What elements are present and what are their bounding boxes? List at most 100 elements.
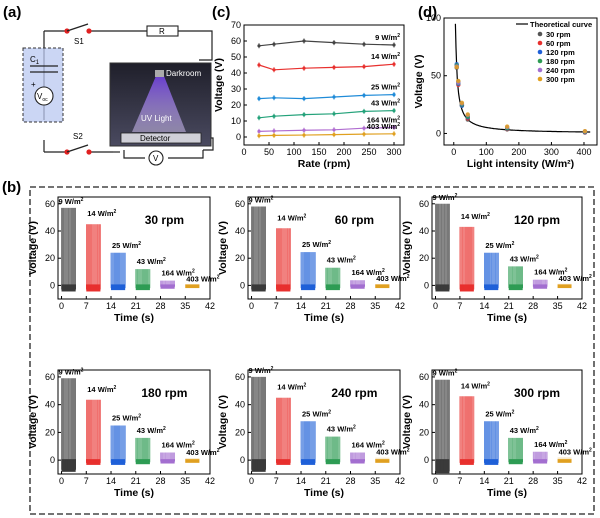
intensity-label: 164 W/m2 [162,441,195,450]
subplot-240-rpm: 0 7 14 21 28 35 42 0 20 40 60 Time (s) Voltage (V) 24… [217,366,410,499]
voltage-segment [276,397,291,465]
segment-spikes [160,280,175,287]
segment-envelope [375,457,390,461]
data-point [332,133,336,137]
voltage-segment [325,436,341,465]
voltage-segment [160,280,175,289]
switch-s2-label: S2 [73,132,83,141]
x-tick-label: 300 [386,147,401,157]
y-axis-label: Voltage (V) [401,395,413,449]
detector-label: Detector [140,134,171,143]
series-line [258,110,395,119]
segment-envelope [435,379,450,461]
y-tick-label: 60 [231,36,241,46]
data-point [302,128,306,132]
y-tick-label: 60 [45,199,55,209]
lamp-icon [155,70,164,77]
y-axis-label: Voltage (V) [413,54,425,108]
intensity-label: 164 W/m2 [162,269,195,278]
x-tick-label: 14 [106,476,116,486]
segment-envelope [484,252,499,286]
voltage-segment [459,396,475,465]
x-tick-label: 35 [180,476,190,486]
x-axis-label: Time (s) [114,487,154,499]
segment-base [350,284,365,289]
segment-envelope [375,284,390,286]
rate-label: 60 rpm [335,213,374,227]
segment-spikes [435,379,450,472]
voltage-segment [532,279,548,289]
data-point [456,78,461,84]
subplot-30-rpm: 0 7 14 21 28 35 42 0 20 40 60 Time (s) Voltage (V) 30… [27,196,220,324]
y-tick-label: 0 [424,280,429,290]
segment-envelope [557,457,572,461]
panel-b: (b) 0 7 14 21 28 35 42 0 20 40 60 Time (s) Voltage (… [2,179,595,515]
segment-spikes [160,452,175,462]
subplot-300-rpm: 0 7 14 21 28 35 42 0 20 40 60 Time (s) Voltage (V) 30… [401,369,592,499]
y-axis-label: Voltage (V) [401,221,413,275]
y-tick-label: 20 [419,253,429,263]
subplot-60-rpm: 0 7 14 21 28 35 42 0 20 40 60 Time (s) Voltage (V) 60… [217,196,410,324]
series-line [258,133,395,137]
data-point [454,64,459,70]
x-tick-label: 7 [457,301,462,311]
intensity-label: 25 W/m2 [302,240,331,249]
x-tick-label: 21 [131,301,141,311]
x-axis-label: Time (s) [304,312,344,324]
data-point [272,68,276,72]
data-point [465,112,470,117]
x-tick-label: 0 [451,147,456,157]
legend-entry: 180 rpm [546,57,575,66]
data-point [257,44,261,48]
switch-s2[interactable]: S2 [64,132,92,155]
x-tick-label: 21 [321,476,331,486]
segment-spikes [300,421,316,463]
switch-s1[interactable]: S1 [64,23,92,46]
y-tick-label: 0 [240,455,245,465]
segment-base [135,459,150,465]
segment-spikes [135,437,151,463]
segment-base [533,459,548,464]
voltage-segment [135,269,151,291]
segment-spikes [61,378,76,470]
x-tick-label: 300 [544,147,559,157]
voltage-segment [276,228,291,292]
series-label: 43 W/m2 [371,99,400,108]
segment-base [435,284,450,292]
segment-envelope [185,458,200,461]
darkroom-label: Darkroom [166,69,201,78]
x-tick-label: 7 [84,301,89,311]
segment-base [533,284,548,289]
y-tick-label: 60 [45,372,55,382]
panel-a-label: (a) [3,4,21,21]
rate-label: 240 rpm [331,386,377,400]
plot-frame [247,369,401,475]
voltage-segment [350,452,365,464]
voc-label: Voc [37,92,48,103]
voltage-segment [375,457,390,463]
x-tick-label: 28 [528,476,538,486]
y-tick-label: 20 [235,427,245,437]
segment-base [160,284,175,289]
uv-beam [132,76,186,132]
y-axis-label: Voltage (V) [27,395,39,449]
segment-envelope [160,280,175,286]
segment-spikes [86,399,101,463]
voltage-segment [557,283,572,289]
subplot-120-rpm: 0 7 14 21 28 35 42 0 20 40 60 Time (s) Voltage (V) 12… [401,193,592,324]
intensity-label: 164 W/m2 [352,441,385,450]
intensity-label: 14 W/m2 [277,213,306,222]
plot-frame [431,369,583,475]
x-tick-label: 0 [433,476,438,486]
x-tick-label: 21 [131,476,141,486]
x-tick-label: 250 [361,147,376,157]
segment-spikes [276,228,291,290]
voltage-segment [110,252,126,291]
legend-entry: 300 rpm [546,75,575,84]
rate-label: 300 rpm [514,386,560,400]
data-point [582,128,588,134]
y-tick-label: 60 [419,199,429,209]
data-point [257,129,261,133]
x-tick-label: 0 [59,476,64,486]
x-tick-label: 42 [205,476,215,486]
